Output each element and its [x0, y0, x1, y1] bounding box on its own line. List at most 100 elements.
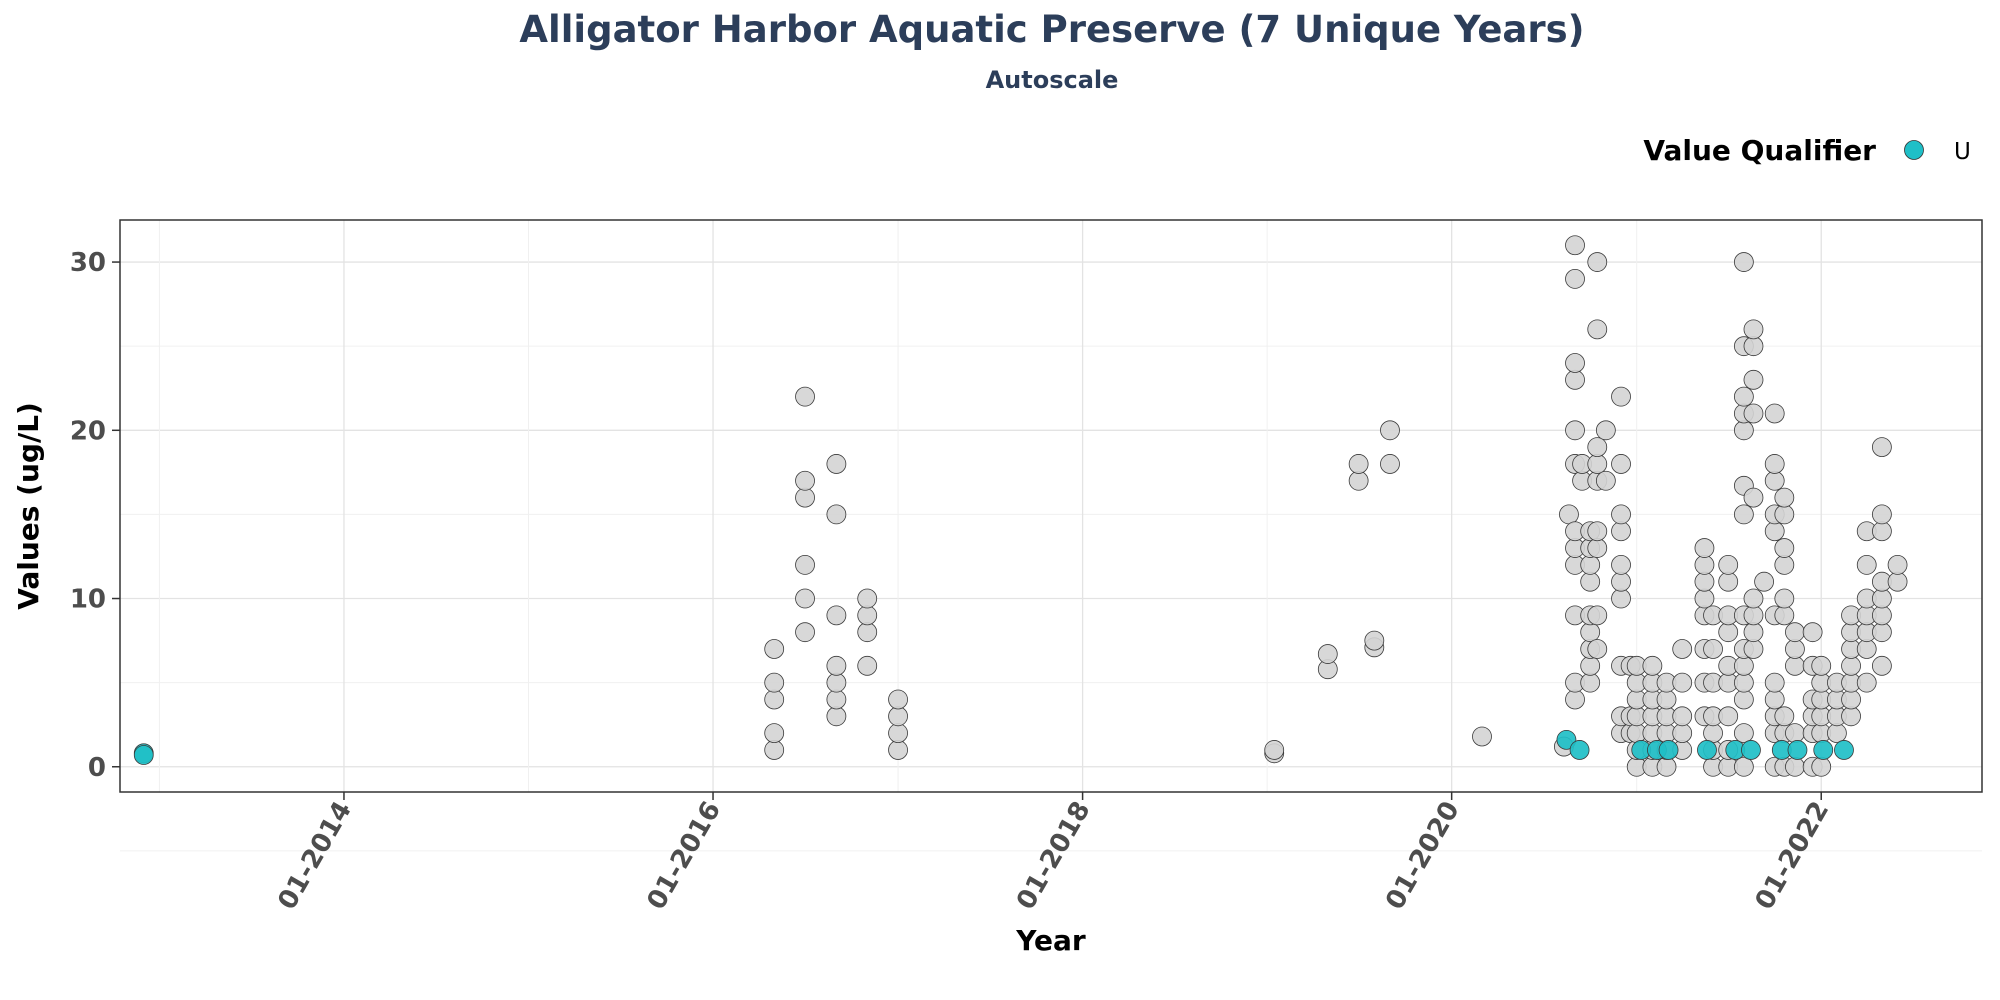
data-point: [1871, 504, 1892, 525]
data-point: [1733, 756, 1754, 777]
data-point-u: [1556, 729, 1577, 750]
data-point: [795, 622, 815, 643]
data-point: [1785, 639, 1805, 659]
data-point: [1871, 437, 1892, 458]
data-point: [1559, 504, 1579, 525]
data-point: [1733, 504, 1754, 525]
data-point: [1733, 252, 1754, 272]
data-point: [1694, 538, 1715, 558]
x-tick-label: 01-2020: [1380, 797, 1466, 915]
plot-border: [119, 219, 1983, 793]
data-point: [1827, 723, 1847, 744]
data-point: [1587, 538, 1608, 558]
y-tick-label: 0: [88, 753, 106, 783]
data-point: [1580, 655, 1601, 676]
x-tick-label: 01-2018: [1011, 797, 1097, 915]
data-point: [764, 639, 785, 659]
data-point: [1871, 622, 1892, 643]
data-point: [1656, 689, 1677, 710]
x-axis: 01-2014 01-2016 01-2018 01-2020 01-2022: [272, 792, 1835, 915]
data-point: [1887, 571, 1908, 592]
data-point: [1587, 639, 1608, 659]
data-point: [1694, 588, 1715, 609]
data-point: [1733, 723, 1754, 744]
data-point: [1642, 655, 1663, 676]
data-point: [1774, 504, 1795, 525]
legend: Value Qualifier U: [1643, 134, 1971, 167]
data-point-u: [1697, 740, 1717, 760]
data-point-u: [1741, 740, 1761, 760]
data-point: [1380, 454, 1400, 474]
data-point: [1841, 655, 1861, 676]
data-point: [1703, 639, 1723, 659]
data-point: [1656, 756, 1677, 777]
data-point: [1587, 252, 1608, 272]
data-point: [795, 386, 815, 407]
x-tick-label: 01-2022: [1750, 797, 1836, 915]
data-point: [1364, 630, 1385, 651]
legend-title: Value Qualifier: [1643, 134, 1876, 167]
x-axis-title: Year: [1015, 924, 1086, 957]
data-point: [764, 689, 785, 710]
data-point: [1733, 386, 1754, 407]
data-point: [1580, 622, 1601, 643]
data-point: [1774, 605, 1795, 626]
data-point: [764, 672, 785, 693]
data-point: [1703, 723, 1723, 744]
data-point: [1774, 487, 1795, 508]
data-point: [888, 740, 908, 760]
data-point: [1611, 521, 1631, 542]
data-point: [826, 672, 847, 693]
data-point: [1743, 369, 1764, 390]
data-point: [1587, 454, 1608, 474]
data-point-u: [133, 745, 154, 765]
x-tick-label: 01-2016: [641, 797, 727, 915]
data-point: [1764, 470, 1785, 491]
data-point: [1587, 437, 1608, 458]
data-point: [1856, 639, 1877, 659]
data-point-u: [1569, 740, 1590, 760]
data-point: [1743, 319, 1764, 340]
data-point: [1348, 454, 1369, 474]
data-point: [1718, 571, 1739, 592]
grid: [120, 220, 1982, 852]
data-point: [1380, 420, 1400, 441]
data-point: [1580, 672, 1601, 693]
data-point: [1856, 672, 1877, 693]
data-point: [1871, 655, 1892, 676]
data-point: [1595, 470, 1616, 491]
data-point: [795, 487, 815, 508]
data-point: [826, 655, 847, 676]
data-point: [1565, 235, 1585, 256]
data-point: [1565, 369, 1585, 390]
data-point: [1611, 454, 1631, 474]
data-point: [1764, 521, 1785, 542]
data-point: [1764, 689, 1785, 710]
data-point: [1802, 622, 1823, 643]
data-point: [795, 588, 815, 609]
data-point-u: [1834, 740, 1854, 760]
y-tick-label: 30: [70, 248, 106, 278]
data-point: [1743, 639, 1764, 659]
data-points: [133, 235, 1908, 777]
data-point: [1774, 538, 1795, 558]
data-point: [1764, 454, 1785, 474]
data-point: [857, 605, 878, 626]
legend-key-u: [1904, 140, 1924, 160]
data-point: [1595, 420, 1616, 441]
data-point: [1672, 639, 1693, 659]
data-point: [764, 723, 785, 744]
data-point: [1871, 521, 1892, 542]
data-point: [1694, 554, 1715, 575]
data-point: [1264, 740, 1285, 760]
data-point: [1774, 588, 1795, 609]
data-point-u: [1813, 740, 1834, 760]
data-point: [795, 470, 815, 491]
data-point: [1856, 554, 1877, 575]
data-point: [1743, 403, 1764, 424]
data-point: [1871, 588, 1892, 609]
data-point: [888, 706, 908, 727]
data-point: [826, 706, 847, 727]
data-point: [888, 723, 908, 744]
data-point: [1472, 726, 1492, 747]
